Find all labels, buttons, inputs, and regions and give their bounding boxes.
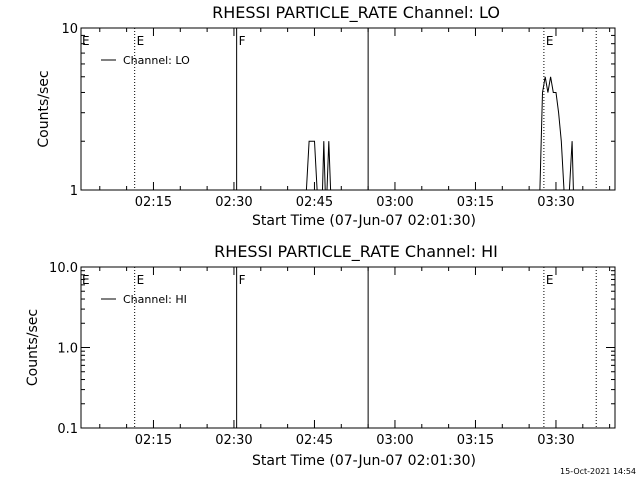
event-marker-label: E [546, 34, 554, 48]
event-marker-label: E [137, 34, 145, 48]
event-marker-label: E [546, 273, 554, 287]
y-tick-label: 1.0 [57, 342, 78, 357]
y-tick-label: 10.0 [49, 261, 78, 276]
chart-title: RHESSI PARTICLE_RATE Channel: HI [214, 242, 498, 262]
event-marker-label: E [137, 273, 145, 287]
x-tick-label: 02:15 [135, 195, 172, 210]
y-axis-label: Counts/sec [25, 309, 41, 386]
legend-entry: Channel: LO [123, 54, 190, 67]
x-axis-label: Start Time (07-Jun-07 02:01:30) [252, 213, 476, 229]
event-marker-label: E [82, 273, 90, 287]
x-tick-label: 02:45 [296, 433, 333, 448]
event-marker-label: E [82, 34, 90, 48]
x-tick-label: 02:15 [135, 433, 172, 448]
event-marker-label: F [239, 273, 246, 287]
x-tick-label: 03:30 [537, 195, 574, 210]
y-tick-label: 1 [70, 184, 78, 199]
y-axis-label: Counts/sec [36, 70, 52, 147]
series-line [305, 76, 574, 191]
plot-frame [80, 27, 616, 191]
plot-frame [80, 266, 616, 429]
event-marker-label: F [239, 34, 246, 48]
y-tick-label: 0.1 [57, 422, 78, 437]
x-tick-label: 03:00 [376, 433, 413, 448]
x-tick-label: 03:00 [376, 195, 413, 210]
x-tick-label: 02:30 [215, 195, 252, 210]
x-tick-label: 03:15 [457, 195, 494, 210]
x-axis-label: Start Time (07-Jun-07 02:01:30) [252, 453, 476, 469]
x-tick-label: 03:30 [537, 433, 574, 448]
chart-title: RHESSI PARTICLE_RATE Channel: LO [212, 3, 500, 23]
x-tick-label: 03:15 [457, 433, 494, 448]
legend-entry: Channel: HI [123, 293, 187, 306]
x-tick-label: 02:45 [296, 195, 333, 210]
x-tick-label: 02:30 [215, 433, 252, 448]
footer-timestamp: 15-Oct-2021 14:54 [560, 467, 636, 476]
y-tick-label: 10 [61, 22, 78, 37]
